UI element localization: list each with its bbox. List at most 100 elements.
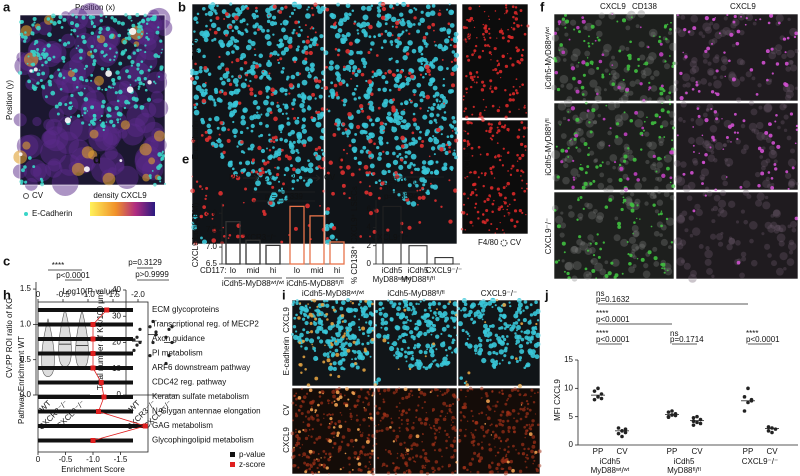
micrograph-cell (559, 232, 565, 238)
micrograph-cell (643, 63, 645, 65)
micrograph-cell (513, 21, 516, 25)
micrograph-cell (668, 98, 671, 101)
micrograph-cell (461, 328, 465, 332)
micrograph-cell (504, 402, 508, 406)
micrograph-frame (553, 13, 675, 102)
micrograph-cell (671, 126, 676, 130)
micrograph-cell (512, 426, 516, 430)
micrograph-cell (402, 191, 407, 196)
micrograph-cell (322, 392, 324, 395)
micrograph-cell (433, 427, 436, 430)
micrograph-cell (437, 467, 441, 471)
data-point (695, 414, 699, 419)
data-point (164, 361, 168, 366)
micrograph-cell (506, 399, 509, 402)
micrograph-cell (641, 126, 645, 130)
micrograph-cell (462, 99, 465, 101)
micrograph-cell (392, 188, 395, 192)
micrograph-cell (630, 208, 635, 213)
micrograph-cell (325, 339, 331, 345)
micrograph-cell (564, 262, 573, 271)
micrograph-cell (729, 32, 734, 37)
micrograph-cell (276, 101, 279, 104)
micrograph-cell (469, 121, 472, 124)
micrograph-cell (524, 406, 526, 409)
micrograph-cell (393, 354, 396, 357)
micrograph-cell (295, 404, 297, 406)
micrograph-cell (510, 167, 513, 170)
micrograph-cell (231, 50, 235, 54)
micrograph-cell (68, 101, 72, 105)
micrograph-cell (496, 59, 499, 63)
micrograph-cell (293, 8, 296, 12)
micrograph-cell (204, 197, 207, 201)
micrograph-cell (740, 148, 747, 155)
micrograph-cell (75, 85, 79, 89)
micrograph-cell (574, 247, 582, 254)
micrograph-cell (405, 464, 409, 467)
micrograph-cell (561, 17, 566, 21)
micrograph-cell (83, 67, 86, 70)
micrograph-cell (311, 7, 314, 10)
micrograph-cell (629, 253, 633, 258)
micrograph-cell (440, 409, 444, 413)
micrograph-cell (311, 41, 317, 47)
micrograph-cell (36, 47, 40, 51)
micrograph-cell (336, 95, 340, 100)
micrograph-cell (557, 102, 567, 111)
micrograph-cell (417, 395, 421, 399)
micrograph-cell (247, 147, 251, 151)
micrograph-cell (641, 134, 644, 137)
micrograph-cell (450, 168, 453, 172)
micrograph-cell (507, 466, 512, 471)
micrograph-cell (377, 8, 382, 13)
micrograph-cell (326, 318, 329, 321)
micrograph-cell (482, 84, 486, 88)
micrograph-cell (387, 449, 391, 454)
micrograph-cell (491, 430, 495, 434)
micrograph-cell (330, 81, 334, 85)
micrograph-cell (356, 404, 359, 407)
micrograph-cell (411, 456, 415, 459)
micrograph-cell (399, 442, 403, 446)
micrograph-cell (375, 309, 379, 313)
micrograph-cell (325, 466, 329, 470)
micrograph-cell (315, 437, 319, 441)
micrograph-cell (356, 29, 359, 32)
micrograph-cell (641, 177, 647, 182)
micrograph-cell (127, 74, 132, 79)
micrograph-cell (83, 106, 87, 111)
micrograph-cell (404, 321, 408, 324)
micrograph-cell (36, 72, 41, 77)
micrograph-cell (371, 70, 375, 74)
micrograph-cell (419, 390, 424, 395)
micrograph-cell (533, 442, 535, 444)
micrograph-cell (446, 135, 450, 139)
micrograph-cell (698, 152, 700, 155)
micrograph-cell (353, 456, 357, 459)
micrograph-cell (623, 111, 626, 114)
micrograph-cell (335, 91, 338, 94)
micrograph-cell (299, 310, 303, 314)
micrograph-cell (355, 418, 359, 422)
micrograph-cell (789, 60, 794, 65)
micrograph-cell (387, 116, 393, 122)
micrograph-cell (255, 180, 261, 187)
micrograph-cell (423, 308, 427, 312)
micrograph-cell (321, 78, 324, 81)
micrograph-cell (470, 431, 473, 434)
micrograph-cell (39, 177, 43, 181)
micrograph-cell (368, 132, 372, 136)
micrograph-cell (315, 84, 320, 90)
micrograph-cell (363, 408, 368, 412)
micrograph-cell (396, 73, 403, 80)
micrograph-cell (484, 174, 487, 177)
micrograph-cell (577, 127, 582, 132)
micrograph-cell (365, 171, 369, 175)
micrograph-cell (475, 71, 479, 74)
x-tick-label: CV (766, 447, 778, 456)
micrograph-cell (105, 53, 108, 56)
micrograph-cell (692, 126, 695, 128)
micrograph-cell (689, 67, 697, 75)
micrograph-cell (418, 49, 422, 53)
